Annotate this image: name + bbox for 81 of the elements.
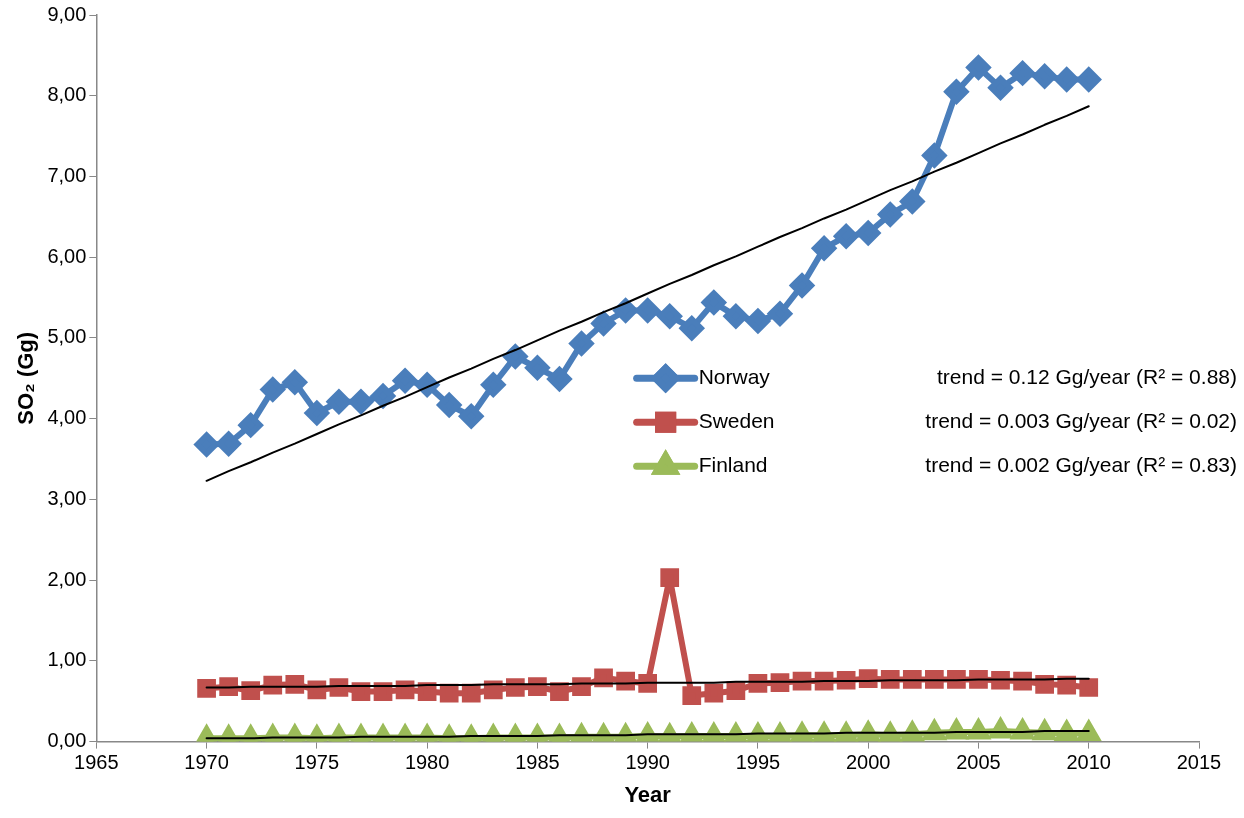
- legend-label: Finland: [698, 453, 768, 477]
- point: [701, 290, 726, 315]
- x-tick-label: 1995: [735, 751, 781, 774]
- x-tick-label: 2000: [845, 751, 891, 774]
- y-tick-label: 2,00: [47, 567, 87, 590]
- x-tick-label: 1970: [184, 751, 229, 774]
- point: [988, 75, 1013, 100]
- y-tick-label: 4,00: [47, 406, 87, 429]
- point: [194, 432, 219, 457]
- point: [1054, 67, 1079, 92]
- point: [767, 301, 792, 326]
- y-tick-label: 7,00: [47, 163, 87, 186]
- point: [282, 370, 307, 395]
- point: [679, 316, 704, 341]
- legend-label: Sweden: [698, 409, 775, 433]
- point: [657, 304, 682, 329]
- point: [216, 431, 241, 456]
- x-tick-label: 1980: [404, 751, 450, 774]
- point: [856, 220, 881, 245]
- point: [326, 389, 351, 414]
- point: [944, 79, 969, 104]
- y-tick-label: 8,00: [47, 83, 87, 106]
- x-tick-label: 1985: [515, 751, 560, 774]
- annotation: trend = 0.003 Gg/year (R² = 0.02): [925, 409, 1237, 433]
- point: [348, 389, 373, 414]
- point: [726, 681, 746, 701]
- point: [393, 368, 418, 393]
- point: [439, 683, 459, 703]
- point: [790, 273, 815, 298]
- point: [812, 236, 837, 261]
- point: [591, 311, 616, 336]
- x-axis-title: Year: [624, 781, 672, 807]
- y-tick-label: 6,00: [47, 244, 87, 267]
- point: [1076, 67, 1101, 92]
- point: [459, 404, 484, 429]
- annotation: trend = 0.12 Gg/year (R² = 0.88): [937, 365, 1237, 389]
- point: [550, 682, 569, 701]
- point: [525, 355, 550, 380]
- point: [1010, 61, 1035, 86]
- point: [834, 224, 859, 249]
- point: [197, 678, 216, 698]
- y-tick-label: 5,00: [47, 325, 87, 348]
- y-axis-title: SO₂ (Gg): [13, 331, 39, 425]
- x-tick-label: 2005: [956, 751, 1001, 774]
- point: [613, 298, 638, 323]
- y-tick-label: 1,00: [47, 648, 87, 671]
- point: [238, 413, 263, 438]
- point: [723, 304, 748, 329]
- y-tick-label: 0,00: [47, 729, 87, 752]
- legend-label: Norway: [698, 365, 771, 389]
- point: [704, 683, 724, 703]
- point: [1057, 675, 1077, 695]
- y-tick-label: 9,00: [47, 2, 87, 25]
- point: [260, 377, 285, 402]
- x-tick-label: 1990: [625, 751, 670, 774]
- x-tick-label: 2015: [1176, 751, 1222, 774]
- point: [461, 683, 481, 703]
- point: [547, 367, 572, 392]
- point: [503, 344, 528, 369]
- point: [483, 680, 503, 700]
- point: [660, 568, 680, 588]
- point: [437, 392, 462, 417]
- point: [900, 189, 925, 214]
- point: [1032, 64, 1057, 89]
- point: [682, 686, 702, 705]
- point: [1079, 678, 1099, 697]
- point: [922, 143, 947, 168]
- point: [304, 401, 329, 426]
- point: [481, 372, 506, 397]
- x-tick-label: 2010: [1066, 751, 1111, 774]
- annotation: trend = 0.002 Gg/year (R² = 0.83): [925, 453, 1237, 477]
- point: [635, 298, 660, 323]
- point: [745, 308, 770, 333]
- x-tick-label: 1965: [74, 751, 119, 774]
- x-tick-label: 1975: [294, 751, 340, 774]
- y-tick-label: 3,00: [47, 486, 87, 509]
- point: [371, 384, 396, 409]
- point: [569, 331, 594, 356]
- point: [966, 55, 991, 80]
- point: [417, 682, 437, 701]
- point: [878, 202, 903, 227]
